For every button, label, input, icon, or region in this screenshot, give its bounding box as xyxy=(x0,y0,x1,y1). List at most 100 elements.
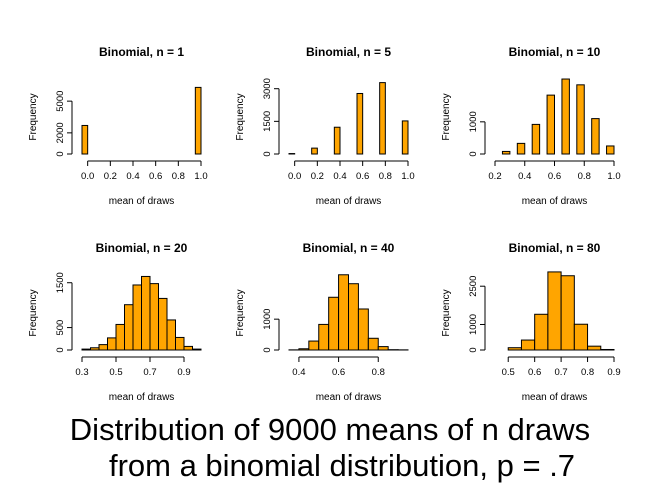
histogram-bar xyxy=(508,348,521,350)
y-tick-label: 0 xyxy=(262,151,273,156)
y-tick-label: 1000 xyxy=(262,309,273,330)
histogram-bar xyxy=(517,143,524,154)
figure-caption-line-1: Distribution of 9000 means of n draws xyxy=(0,412,666,448)
x-axis-label: mean of draws xyxy=(316,392,382,403)
y-tick-label: 3000 xyxy=(262,78,273,99)
x-tick-label: 0.2 xyxy=(488,171,501,182)
histogram-bar xyxy=(195,87,201,154)
x-tick-label: 1.0 xyxy=(607,171,620,182)
x-axis-label: mean of draws xyxy=(109,196,175,207)
y-axis-label: Frequency xyxy=(28,289,39,336)
x-tick-label: 0.6 xyxy=(548,171,561,182)
x-axis-label: mean of draws xyxy=(316,196,382,207)
y-axis-label: Frequency xyxy=(235,93,246,140)
histogram-bar xyxy=(99,345,108,350)
histogram-bar xyxy=(329,297,339,350)
x-tick-label: 0.5 xyxy=(502,367,515,378)
y-axis-label: Frequency xyxy=(441,289,452,336)
histogram-bar xyxy=(309,341,319,350)
y-tick-label: 0 xyxy=(262,347,273,352)
histogram-bar xyxy=(312,148,318,154)
x-tick-label: 0.9 xyxy=(177,367,190,378)
histogram-bar xyxy=(299,349,309,350)
histogram-bar xyxy=(574,324,587,350)
histogram-bar xyxy=(349,284,359,350)
histogram-bar xyxy=(82,125,88,154)
histogram-bar xyxy=(133,285,142,350)
x-tick-label: 0.8 xyxy=(372,367,385,378)
x-tick-label: 0.0 xyxy=(81,171,94,182)
histogram-bar xyxy=(319,324,329,350)
y-tick-label: 1000 xyxy=(468,314,479,335)
histogram-bar xyxy=(502,151,509,154)
y-tick-label: 0 xyxy=(468,347,479,352)
x-tick-label: 0.7 xyxy=(555,367,568,378)
x-tick-label: 0.2 xyxy=(104,171,117,182)
y-tick-label: 0 xyxy=(468,151,479,156)
x-tick-label: 0.6 xyxy=(356,171,369,182)
histogram-bar xyxy=(176,337,185,350)
y-tick-label: 2000 xyxy=(55,122,66,143)
x-tick-label: 0.3 xyxy=(75,367,88,378)
histogram-bar xyxy=(592,119,599,154)
chart-title: Binomial, n = 40 xyxy=(303,241,395,255)
y-axis-label: Frequency xyxy=(235,289,246,336)
histogram-figure: Binomial, n = 1 0.0 0.2 0.4 0.6 0.8 1.0 mean of… xyxy=(0,0,672,410)
y-tick-label: 1000 xyxy=(468,111,479,132)
x-tick-label: 0.8 xyxy=(379,171,392,182)
y-tick-label: 2500 xyxy=(468,276,479,297)
histogram-bar xyxy=(357,93,363,154)
histogram-bar xyxy=(116,324,125,350)
histogram-bar xyxy=(561,276,574,350)
y-tick-label: 0 xyxy=(55,151,66,156)
x-tick-label: 0.7 xyxy=(143,367,156,378)
histogram-bar xyxy=(402,121,408,154)
figure-caption-line-2: from a binomial distribution, p = .7 xyxy=(6,448,672,484)
x-tick-label: 0.6 xyxy=(528,367,541,378)
x-tick-label: 0.8 xyxy=(578,171,591,182)
y-tick-label: 500 xyxy=(55,320,66,336)
histogram-bar xyxy=(150,284,159,350)
histogram-bar xyxy=(521,340,534,350)
chart-title: Binomial, n = 1 xyxy=(99,45,184,59)
x-tick-label: 0.6 xyxy=(149,171,162,182)
y-axis-label: Frequency xyxy=(28,93,39,140)
histogram-bar xyxy=(368,338,378,350)
x-tick-label: 0.4 xyxy=(518,171,531,182)
histogram-bar xyxy=(358,309,368,350)
histogram-bar xyxy=(601,349,614,350)
y-tick-label: 5000 xyxy=(55,91,66,112)
x-tick-label: 0.8 xyxy=(581,367,594,378)
histogram-bar xyxy=(159,298,168,350)
x-tick-label: 0.6 xyxy=(332,367,345,378)
histogram-bar xyxy=(193,349,202,350)
histogram-bar xyxy=(588,346,601,350)
x-tick-label: 0.9 xyxy=(607,367,620,378)
chart-title: Binomial, n = 10 xyxy=(509,45,601,59)
x-tick-label: 0.0 xyxy=(288,171,301,182)
x-tick-label: 0.4 xyxy=(333,171,346,182)
histogram-bar xyxy=(167,320,176,350)
histogram-bar xyxy=(184,346,193,350)
histogram-bar xyxy=(334,127,340,154)
x-axis-label: mean of draws xyxy=(522,196,588,207)
y-tick-label: 1500 xyxy=(55,272,66,293)
y-axis-label: Frequency xyxy=(441,93,452,140)
histogram-bar xyxy=(607,146,614,154)
y-tick-label: 1500 xyxy=(262,111,273,132)
histogram-bar xyxy=(378,347,388,350)
x-tick-label: 0.5 xyxy=(109,367,122,378)
histogram-bar xyxy=(547,95,554,154)
chart-title: Binomial, n = 5 xyxy=(306,45,391,59)
chart-title: Binomial, n = 80 xyxy=(509,241,601,255)
x-tick-label: 0.4 xyxy=(126,171,139,182)
x-tick-label: 0.8 xyxy=(172,171,185,182)
chart-title: Binomial, n = 20 xyxy=(96,241,188,255)
histogram-bar xyxy=(91,348,100,350)
histogram-bar xyxy=(577,85,584,154)
x-axis-label: mean of draws xyxy=(522,392,588,403)
histogram-bar xyxy=(532,124,539,154)
histogram-bar xyxy=(562,79,569,154)
histogram-bar xyxy=(142,276,151,350)
histogram-bar xyxy=(535,314,548,350)
